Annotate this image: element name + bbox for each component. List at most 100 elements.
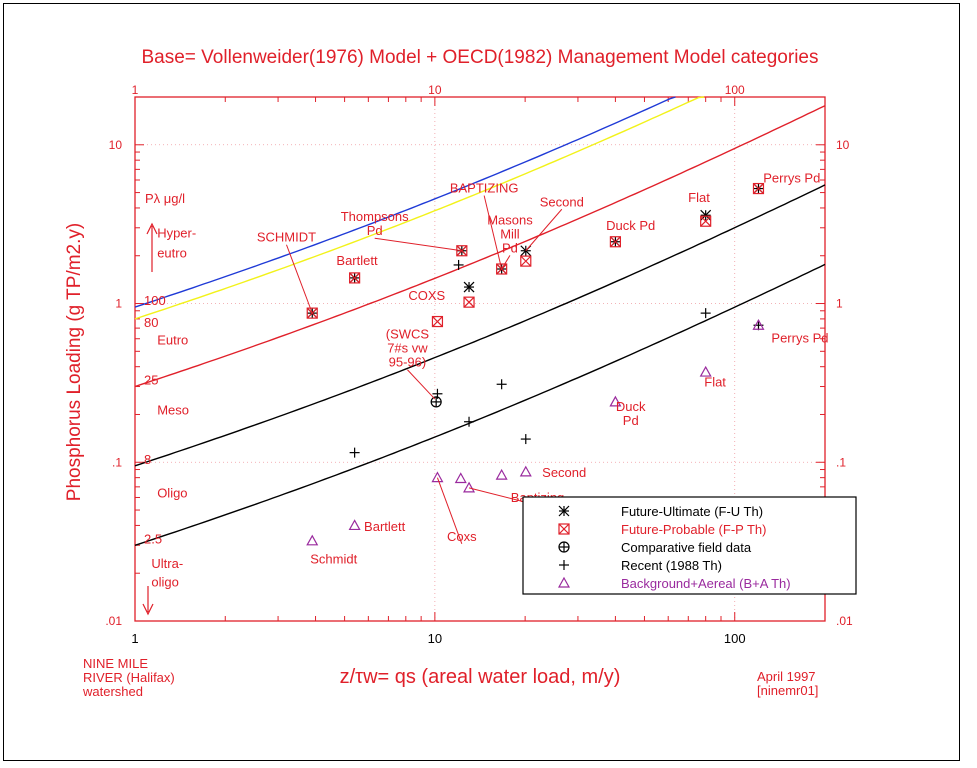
- marker-stroke: [609, 395, 622, 407]
- curve-label-8: 8: [144, 452, 151, 467]
- x-tick-label: 100: [724, 631, 746, 646]
- annotation-text: (SWCS: [386, 327, 430, 342]
- footer-left: NINE MILE RIVER (Halifax) watershed: [83, 657, 175, 699]
- point-triangle-0: [306, 534, 319, 546]
- annotation-6: Duck Pd: [606, 218, 655, 233]
- annotation-leader: [374, 237, 462, 252]
- point-plus-1: [432, 388, 443, 399]
- marker-stroke: [349, 272, 361, 284]
- footer-left-line2: RIVER (Halifax): [83, 670, 175, 685]
- point-circle-plus-0: [430, 396, 442, 408]
- marker-stroke: [495, 468, 508, 480]
- annotation-text: Pd: [502, 240, 518, 255]
- annotation-7: Flat: [688, 190, 710, 205]
- footer-right: April 1997 [ninemr01]: [757, 670, 818, 698]
- point-triangle-8: [699, 365, 712, 377]
- annotation-text: COXS: [408, 288, 445, 303]
- x-tick-label: 1: [131, 631, 138, 646]
- model-curve-8: [134, 184, 826, 467]
- annotation-8: Perrys Pd: [763, 170, 820, 185]
- annotation-text: Flat: [688, 190, 710, 205]
- marker-stroke: [609, 236, 622, 248]
- legend-item-2: Comparative field data: [621, 540, 752, 555]
- legend-marker-0: [558, 505, 570, 517]
- y-tick-label: 10: [109, 138, 123, 152]
- legend-marker-2: [558, 541, 570, 553]
- annotation-12: Flat: [704, 375, 726, 390]
- x-tick-label: 10: [428, 631, 442, 646]
- point-boxed-x-8: [700, 215, 712, 227]
- trophic-label: eutro: [157, 245, 187, 260]
- marker-stroke: [496, 263, 508, 275]
- footer-right-line2: [ninemr01]: [757, 683, 819, 698]
- point-triangle-7: [609, 395, 622, 407]
- marker-stroke: [432, 316, 443, 327]
- point-boxed-x-6: [520, 255, 532, 267]
- annotation-text: Schmidt: [310, 552, 357, 567]
- legend-box: [522, 496, 857, 595]
- annotation-text: Second: [540, 194, 584, 209]
- marker-stroke: [558, 523, 570, 535]
- marker-stroke: [609, 236, 621, 248]
- annotation-16: Coxs: [436, 477, 477, 544]
- annotation-2: SCHMIDT: [257, 230, 316, 314]
- arrow-up-icon: [146, 222, 158, 272]
- footer-left-line1: NINE MILE: [83, 656, 149, 671]
- annotation-text: Coxs: [447, 529, 477, 544]
- trophic-label: oligo: [151, 574, 178, 589]
- y-tick-label-right: 10: [836, 138, 850, 152]
- y-tick-label: 1: [115, 297, 122, 311]
- annotation-text: 95-96): [389, 355, 427, 370]
- point-plus-5: [520, 434, 531, 445]
- marker-stroke: [700, 215, 712, 227]
- marker-stroke: [306, 534, 319, 546]
- point-boxed-x-4: [463, 296, 475, 308]
- marker-stroke: [753, 183, 764, 194]
- marker-stroke: [699, 365, 712, 377]
- annotation-text: 7#s vw: [387, 341, 428, 356]
- marker-stroke: [456, 245, 468, 257]
- marker-stroke: [431, 315, 444, 328]
- y-tick-label-right: .01: [836, 614, 853, 628]
- marker-stroke: [463, 296, 475, 308]
- annotation-14: Second: [542, 465, 586, 480]
- marker-stroke: [349, 272, 361, 284]
- annotation-leader: [436, 477, 463, 544]
- annotation-text: Duck Pd: [606, 218, 655, 233]
- point-triangle-1: [348, 519, 361, 531]
- point-asterisk-6: [700, 209, 712, 221]
- x-tick-label-top: 10: [428, 83, 442, 97]
- annotation-leader: [407, 369, 436, 400]
- legend-item-1: Future-Probable (F-P Th): [621, 522, 766, 537]
- point-triangle-3: [454, 472, 467, 484]
- marker-stroke: [558, 505, 570, 517]
- plot-frame: [134, 96, 826, 622]
- point-plus-6: [700, 308, 711, 319]
- marker-stroke: [463, 481, 476, 493]
- model-curve-25: [134, 105, 826, 388]
- curve-label-100: 100: [144, 293, 166, 308]
- annotation-17: Bartlett: [364, 519, 406, 534]
- marker-stroke: [700, 215, 712, 227]
- annotation-text: Second: [542, 465, 586, 480]
- annotation-leader: [525, 208, 563, 252]
- point-plus-4: [496, 379, 507, 390]
- annotation-text: Perrys Pd: [771, 330, 828, 345]
- legend-item-4: Background+Aereal (B+A Th): [621, 576, 791, 591]
- annotation-text: Mill: [500, 226, 520, 241]
- annotation-text: SCHMIDT: [257, 230, 316, 245]
- annotation-text: Thompsons: [341, 209, 409, 224]
- annotation-leader: [501, 255, 511, 270]
- y-tick-label-right: 1: [836, 297, 843, 311]
- point-plus-0: [349, 447, 360, 458]
- annotation-text: BAPTIZING: [450, 181, 519, 196]
- x-axis-label: z/τw= qs (areal water load, m/y): [340, 666, 621, 688]
- footer-left-line3: watershed: [83, 684, 143, 699]
- annotation-9: COXS: [408, 288, 445, 303]
- point-triangle-2: [431, 471, 444, 483]
- legend-marker-4: [557, 576, 571, 588]
- annotation-text: Duck: [616, 399, 646, 414]
